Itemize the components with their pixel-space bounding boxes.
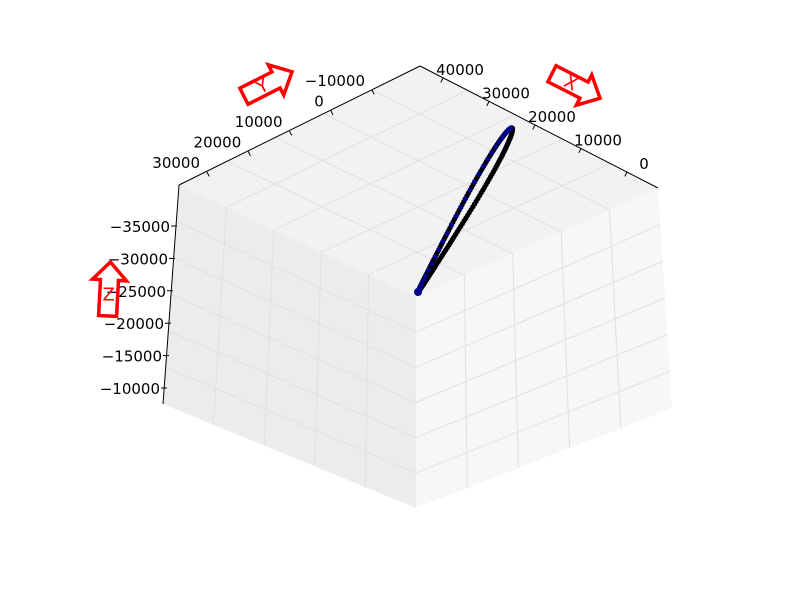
y-tick [371,89,375,95]
data-point-blue [453,213,459,219]
data-point-blue [476,171,482,177]
y-tick-label: 10000 [235,113,283,131]
data-point-blue [472,179,478,185]
x-tick [440,77,444,83]
x-tick-label: 20000 [528,108,576,126]
z-tick-label: −20000 [104,315,164,333]
x-direction-arrow-label: X [560,71,581,95]
axis-lines [162,65,659,405]
grid-line-right [415,224,661,333]
grid-line-left [173,257,417,368]
x-axis-line [419,65,659,189]
data-point-blue [499,134,505,140]
y-tick-label: 0 [314,93,324,111]
data-point-blue [432,254,438,260]
data-point-blue [485,156,491,162]
pane-top [179,66,658,297]
data-point-blue [481,163,487,169]
x-tick [532,124,536,130]
grid-line-top [275,136,514,254]
data-point-blue [423,273,429,279]
z-axis-line [162,184,180,405]
x-tick [486,101,490,107]
tick-labels: 0 10000 20000 30000 40000 −10000 0 10000 20000 30… [100,61,649,398]
y-direction-arrow-label: Y [252,74,273,99]
grid-line-left [168,330,417,439]
data-point-blue [425,267,432,273]
grid-line-top [226,160,465,276]
y-tick-label: −10000 [305,72,365,90]
data-point-blue [448,222,455,228]
data-series [414,125,516,296]
grid-line-top [320,138,564,253]
x-tick-label: 30000 [482,85,530,103]
data-point-blue [467,187,473,193]
x-tick [578,148,582,154]
y-tick-label: 30000 [152,154,200,172]
z-direction-arrow: Z [88,259,131,319]
data-point-blue [440,239,446,245]
z-tick-label: −35000 [110,218,170,236]
pane-right [416,188,672,508]
z-tick-label: −15000 [102,348,162,366]
tick-marks [161,77,628,389]
y-tick [330,110,334,116]
grid-line-right [415,297,666,403]
x-tick-label: 40000 [436,61,484,79]
y-tick [247,151,251,157]
grid-line-top [273,114,516,231]
data-point-blue [493,144,499,150]
y-tick [206,171,210,177]
data-point-blue [436,246,442,253]
grid-line-top [226,89,468,208]
grid-line-left [170,294,417,403]
grid-line-right [415,334,668,439]
z-tick-label: −30000 [108,250,168,268]
z-direction-arrow-shape [88,259,131,319]
data-point-blue [414,288,422,296]
grid-line-left [165,367,417,474]
x-tick-label: 0 [639,155,649,173]
grid-line-right [415,370,670,474]
z-tick-label: −25000 [106,283,166,301]
data-point-blue [496,138,502,145]
y-direction-arrow: Y [237,61,295,107]
data-point-blue [429,261,435,267]
y-tick-label: 20000 [194,134,242,152]
x-direction-arrow: X [545,63,603,109]
axis-arrows: Y X Z [88,61,603,319]
grid-line-top [368,163,611,276]
grid-line-right [415,260,663,368]
data-point-blue [462,196,468,202]
grid-line-left [176,221,417,333]
grid-lines [165,89,670,489]
data-point-blue [502,130,508,137]
data-point-blue [458,204,464,211]
x-tick [624,171,628,177]
data-point-blue [444,230,450,236]
x-direction-arrow-shape [545,63,603,109]
y-axis-line [178,65,421,186]
data-point-blue [420,277,426,283]
z-direction-arrow-label: Z [103,284,115,305]
y-tick [289,130,293,136]
x-tick-label: 10000 [574,132,622,150]
z-tick-label: −10000 [100,380,160,398]
grid-line-top [323,113,562,233]
y-direction-arrow-shape [237,61,295,107]
data-point-blue [489,149,495,156]
